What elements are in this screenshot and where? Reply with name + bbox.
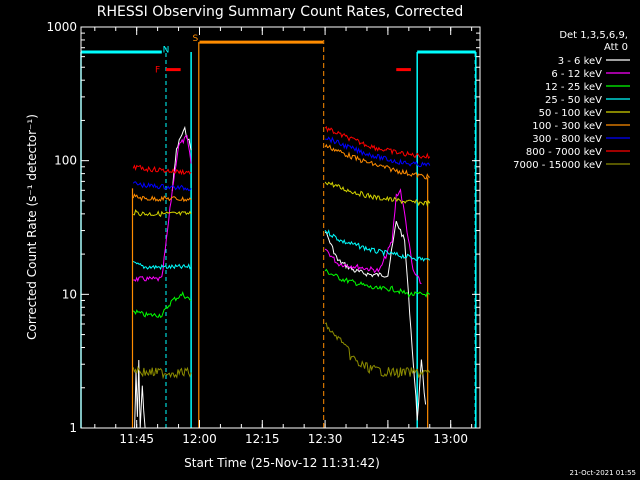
- series-line: [132, 181, 192, 192]
- series-line: [324, 268, 431, 298]
- data-series: [132, 125, 431, 429]
- series-12-25-kev: [132, 268, 431, 319]
- flag-bars: N F S: [81, 34, 476, 76]
- y-tick-label: 1: [69, 421, 77, 435]
- series-50-100-kev: [133, 181, 431, 218]
- series-line: [324, 143, 431, 180]
- x-tick-label: 12:30: [308, 432, 343, 446]
- legend-title: Det 1,3,5,6,9,: [559, 30, 628, 41]
- series-6-12-kev: [133, 134, 422, 285]
- chart-title: RHESSI Observing Summary Count Rates, Co…: [97, 4, 463, 20]
- series-line: [171, 125, 192, 192]
- legend-entry-label: 6 - 12 keV: [551, 69, 602, 80]
- series-line: [133, 209, 192, 218]
- series-line: [132, 365, 192, 380]
- x-tick-label: 12:00: [182, 432, 217, 446]
- generated-timestamp: 21-Oct-2021 01:55: [570, 469, 636, 477]
- axes: 11:45 12:00 12:15 12:30 12:45 13:00 1 10 100 1000: [46, 20, 481, 446]
- series-7000-15000-kev: [132, 322, 431, 380]
- series-line: [324, 220, 427, 421]
- series-line: [132, 193, 192, 203]
- legend-entry-label: 3 - 6 keV: [558, 56, 602, 67]
- y-axis-label: Corrected Count Rate (s⁻¹ detector⁻¹): [25, 114, 39, 340]
- series-line: [324, 188, 422, 285]
- flag-label: F: [155, 66, 160, 76]
- series-line: [324, 125, 431, 159]
- series-line: [132, 164, 192, 176]
- legend-entry-label: 100 - 300 keV: [532, 121, 602, 132]
- y-tick-label: 10: [62, 287, 77, 301]
- legend-title: Att 0: [604, 42, 628, 53]
- x-tick-label: 12:15: [245, 432, 280, 446]
- series-line: [325, 136, 431, 168]
- legend-entry-label: 7000 - 15000 keV: [513, 160, 602, 171]
- legend: Det 1,3,5,6,9,Att 03 - 6 keV 6 - 12 keV 12…: [513, 30, 630, 171]
- x-axis-label: Start Time (25-Nov-12 11:31:42): [184, 456, 380, 470]
- x-tick-label: 13:00: [433, 432, 468, 446]
- series-line: [132, 290, 192, 319]
- legend-entry-label: 25 - 50 keV: [545, 95, 602, 106]
- legend-entry-label: 50 - 100 keV: [539, 108, 603, 119]
- series-line: [324, 322, 431, 379]
- x-tick-label: 12:45: [371, 432, 406, 446]
- legend-entry-label: 300 - 800 keV: [532, 134, 602, 145]
- legend-entry-label: 12 - 25 keV: [545, 82, 602, 93]
- x-tick-label: 11:45: [119, 432, 154, 446]
- y-tick-label: 100: [54, 154, 77, 168]
- series-300-800-kev: [132, 136, 431, 192]
- plot-frame: [80, 26, 481, 429]
- series-line: [324, 229, 431, 262]
- flag-label: S: [192, 34, 198, 44]
- series-800-7000-kev: [132, 125, 431, 176]
- series-25-50-kev: [132, 229, 431, 271]
- series-line: [133, 134, 192, 283]
- series-line: [324, 181, 431, 208]
- series-line: [132, 260, 192, 271]
- series-100-300-kev: [132, 143, 431, 203]
- flag-label: N: [163, 45, 170, 55]
- y-tick-label: 1000: [46, 20, 77, 34]
- legend-entry-label: 800 - 7000 keV: [526, 147, 602, 158]
